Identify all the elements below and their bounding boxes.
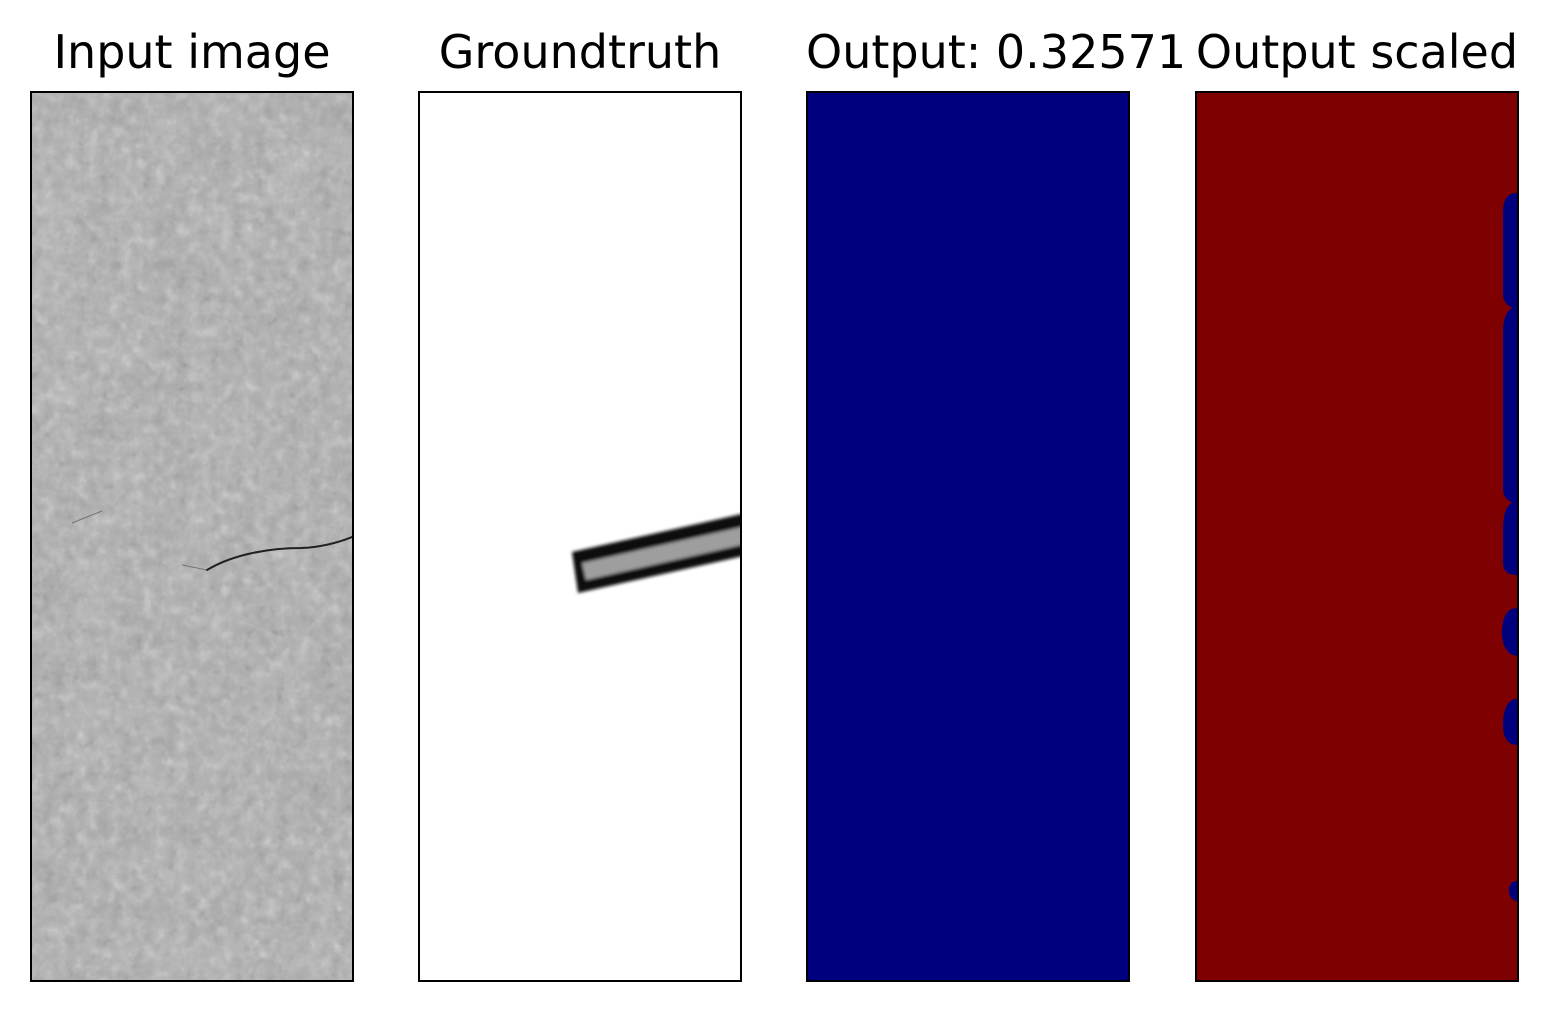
groundtruth-crack-bar-inner (582, 527, 740, 580)
blob-5 (1503, 699, 1517, 745)
texture-blotches (32, 93, 352, 980)
output-panel (806, 91, 1130, 982)
crack-line (206, 536, 352, 571)
blob-6 (1509, 881, 1517, 901)
input-image-title: Input image (53, 25, 331, 79)
blob-2 (1503, 305, 1517, 503)
input-image-texture (32, 93, 352, 980)
output-scaled-panel (1195, 91, 1519, 982)
input-image-panel (30, 91, 354, 982)
blob-3 (1503, 501, 1517, 575)
groundtruth-title: Groundtruth (438, 25, 722, 79)
blob-1 (1502, 193, 1517, 308)
crack-faint (71, 510, 208, 571)
output-scaled-title: Output scaled (1195, 25, 1519, 79)
groundtruth-panel (418, 91, 742, 982)
output-scaled-background (1197, 93, 1517, 980)
output-scaled-heatmap (1197, 93, 1517, 980)
groundtruth-mask (420, 93, 740, 980)
output-value-title: Output: 0.32571 (806, 25, 1187, 79)
blob-4 (1502, 608, 1517, 656)
